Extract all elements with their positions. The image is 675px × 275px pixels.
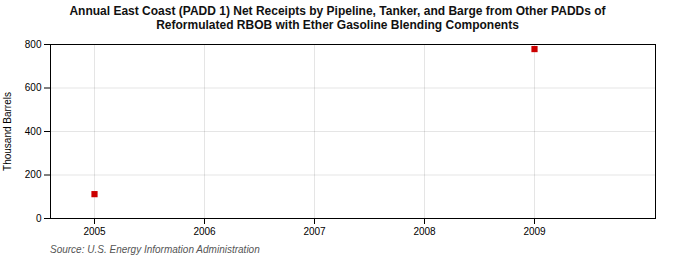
html-text:Source: U.S. Energy Informatio: Source: U.S. Energy Information Administ…: [50, 244, 260, 255]
html-text:Annual East Coast (PADD 1) Net: Annual East Coast (PADD 1) Net Receipts …: [69, 4, 606, 32]
svg-text:800: 800: [25, 39, 42, 50]
svg-text:2005: 2005: [83, 226, 106, 237]
svg-text:600: 600: [25, 82, 42, 93]
svg-text:200: 200: [25, 169, 42, 180]
svg-text:2006: 2006: [193, 226, 216, 237]
svg-text:0: 0: [36, 213, 42, 224]
svg-text:400: 400: [25, 126, 42, 137]
svg-text:Thousand Barrels: Thousand Barrels: [2, 92, 13, 171]
svg-text:2008: 2008: [413, 226, 436, 237]
svg-text:2009: 2009: [523, 226, 546, 237]
svg-text:2007: 2007: [303, 226, 326, 237]
